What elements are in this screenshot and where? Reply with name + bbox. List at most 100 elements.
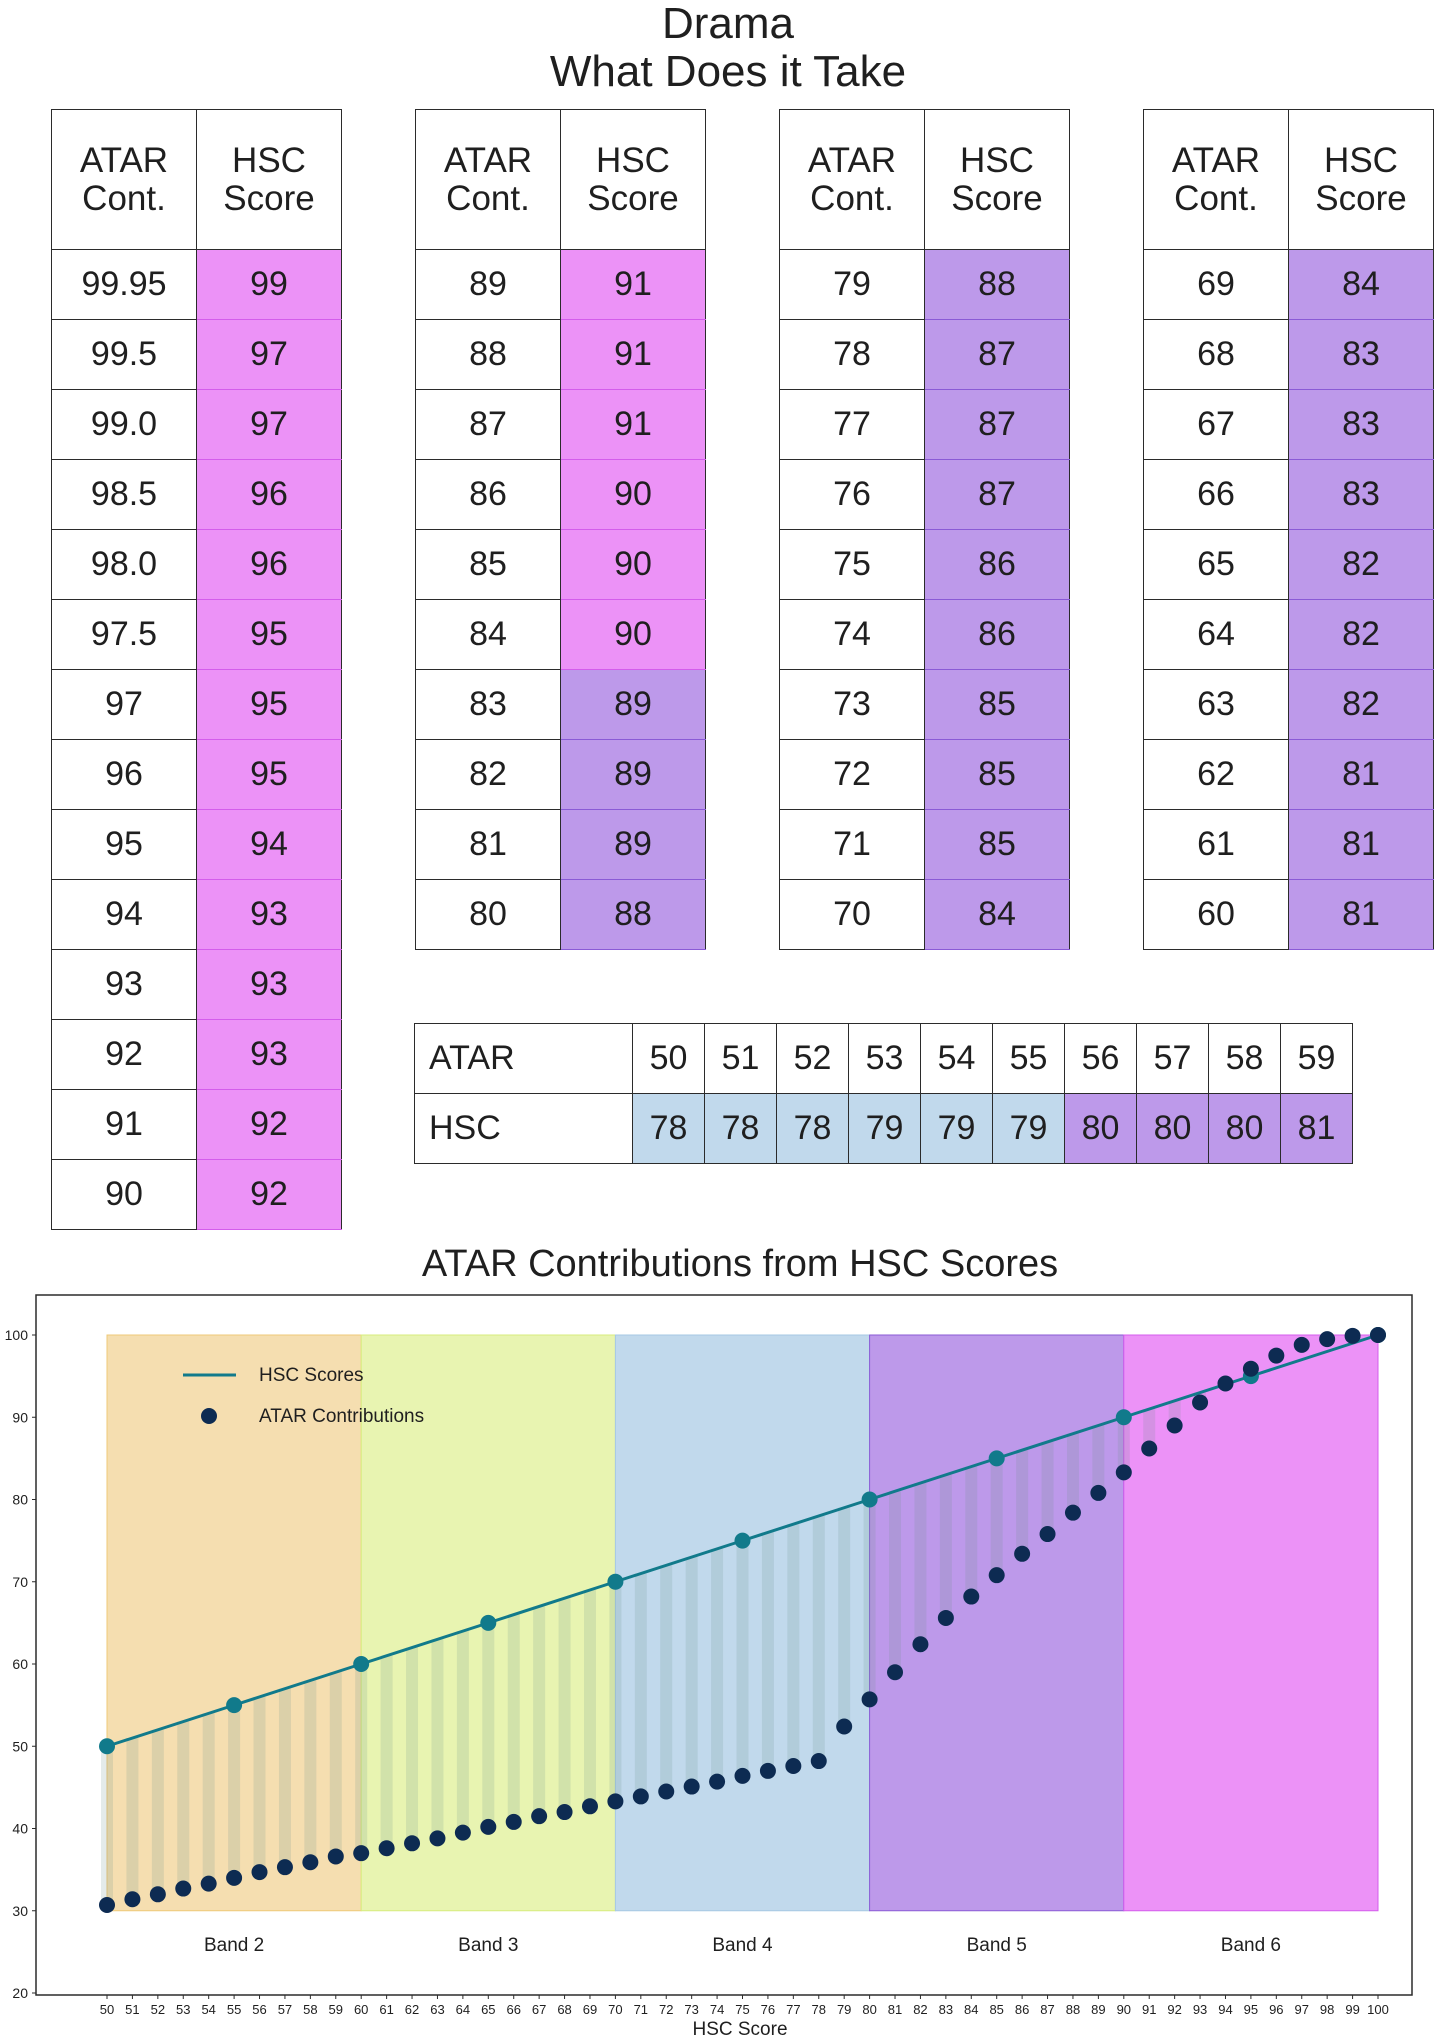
x-tick-label: 50: [100, 2002, 114, 2017]
table-row: 69 84: [1143, 249, 1434, 320]
atar-cont-cell: 97.5: [51, 599, 197, 670]
gap-bar: [1143, 1409, 1156, 1449]
x-tick-label: 58: [303, 2002, 317, 2017]
hsc-score-cell: 99: [196, 249, 342, 320]
table-row: 81 89: [415, 809, 706, 880]
gap-bar: [1117, 1417, 1130, 1473]
hsc-score-cell: 97: [196, 389, 342, 460]
atar-cont-cell: 99.95: [51, 249, 197, 320]
hsc-score-point: [607, 1573, 624, 1590]
x-tick-label: 54: [201, 2002, 215, 2017]
strip-atar-cell: 59: [1280, 1023, 1353, 1094]
atar-contribution-point: [912, 1636, 929, 1653]
x-tick-label: 98: [1320, 2002, 1334, 2017]
atar-contribution-point: [327, 1848, 344, 1865]
page-title-line1: Drama: [661, 0, 795, 48]
table-row: 67 83: [1143, 389, 1434, 460]
strip-atar-label: ATAR: [414, 1023, 633, 1094]
table-row: 74 86: [779, 599, 1070, 670]
atar-contribution-point: [429, 1830, 446, 1847]
atar-cont-cell: 89: [415, 249, 561, 320]
strip-hsc-cell: 78: [632, 1093, 705, 1164]
strip-hsc-cell: 81: [1280, 1093, 1353, 1164]
gap-bar: [1041, 1441, 1054, 1535]
gap-bar: [355, 1664, 368, 1854]
x-tick-label: 62: [405, 2002, 419, 2017]
x-tick-label: 93: [1193, 2002, 1207, 2017]
hsc-score-cell: 86: [924, 599, 1070, 670]
atar-contribution-point: [1293, 1336, 1310, 1353]
gap-bar: [1066, 1433, 1079, 1513]
atar-table-3: ATAR Cont. HSC Score 79 88 78 87 77 87 76 87 75 86 7…: [779, 109, 1070, 950]
hsc-score-point: [226, 1697, 243, 1714]
hsc-score-cell: 87: [924, 319, 1070, 390]
atar-contribution-point: [1039, 1526, 1056, 1543]
atar-contribution-point: [658, 1783, 675, 1800]
hsc-score-cell: 87: [924, 389, 1070, 460]
hsc-score-cell: 85: [924, 809, 1070, 880]
atar-contribution-point: [1319, 1331, 1336, 1348]
table-row: 63 82: [1143, 669, 1434, 740]
legend-dot-swatch: [201, 1408, 217, 1424]
x-tick-label: 92: [1167, 2002, 1181, 2017]
x-tick-label: 95: [1244, 2002, 1258, 2017]
atar-cont-cell: 75: [779, 529, 925, 600]
x-tick-label: 55: [227, 2002, 241, 2017]
gap-bar: [711, 1548, 724, 1782]
x-tick-label: 74: [710, 2002, 724, 2017]
atar-cont-cell: 87: [415, 389, 561, 460]
atar-contribution-point: [937, 1609, 954, 1626]
table-row: 91 92: [51, 1089, 342, 1160]
atar-contribution-point: [785, 1757, 802, 1774]
table-row: 75 86: [779, 529, 1070, 600]
strip-atar-cell: 57: [1136, 1023, 1209, 1094]
x-tick-label: 70: [608, 2002, 622, 2017]
table-row: 92 93: [51, 1019, 342, 1090]
table-row: 64 82: [1143, 599, 1434, 670]
table-row: 79 88: [779, 249, 1070, 320]
atar-cont-cell: 92: [51, 1019, 197, 1090]
table-row: 87 91: [415, 389, 706, 460]
table-row: 62 81: [1143, 739, 1434, 810]
atar-contribution-point: [1141, 1440, 1158, 1457]
atar-contribution-point: [454, 1824, 471, 1841]
table-row: 78 87: [779, 319, 1070, 390]
table-row: 98.5 96: [51, 459, 342, 530]
atar-cont-cell: 76: [779, 459, 925, 530]
table-row: 99.95 99: [51, 249, 342, 320]
strip-hsc-cell: 80: [1136, 1093, 1209, 1164]
x-tick-label: 86: [1015, 2002, 1029, 2017]
atar-cont-cell: 84: [415, 599, 561, 670]
atar-contribution-point: [734, 1767, 751, 1784]
hsc-score-cell: 88: [560, 879, 706, 950]
band-label: Band 5: [967, 1935, 1027, 1956]
x-tick-label: 99: [1345, 2002, 1359, 2017]
hsc-score-cell: 94: [196, 809, 342, 880]
hsc-score-cell: 97: [196, 319, 342, 390]
atar-contribution-point: [887, 1664, 904, 1681]
legend-atar-contributions: ATAR Contributions: [259, 1406, 424, 1427]
strip-atar-cell: 50: [632, 1023, 705, 1094]
table-row: 86 90: [415, 459, 706, 530]
x-tick-label: 51: [125, 2002, 139, 2017]
hsc-score-cell: 96: [196, 529, 342, 600]
atar-contribution-point: [759, 1762, 776, 1779]
header-hsc-score: HSC Score: [1288, 109, 1434, 250]
hsc-score-cell: 89: [560, 669, 706, 740]
hsc-score-cell: 81: [1288, 739, 1434, 810]
x-tick-label: 59: [329, 2002, 343, 2017]
atar-cont-cell: 73: [779, 669, 925, 740]
gap-bar: [228, 1705, 241, 1878]
strip-atar-cell: 56: [1064, 1023, 1137, 1094]
gap-bar: [965, 1466, 978, 1597]
y-tick-label: 30: [12, 1903, 28, 1919]
table-row: 95 94: [51, 809, 342, 880]
x-tick-label: 97: [1295, 2002, 1309, 2017]
strip-hsc-cell: 80: [1208, 1093, 1281, 1164]
gap-bar: [101, 1746, 113, 1905]
strip-hsc-cell: 79: [992, 1093, 1065, 1164]
hsc-score-point: [1115, 1409, 1132, 1426]
table-row: 65 82: [1143, 529, 1434, 600]
table-row: 97 95: [51, 669, 342, 740]
atar-contribution-point: [1192, 1394, 1209, 1411]
